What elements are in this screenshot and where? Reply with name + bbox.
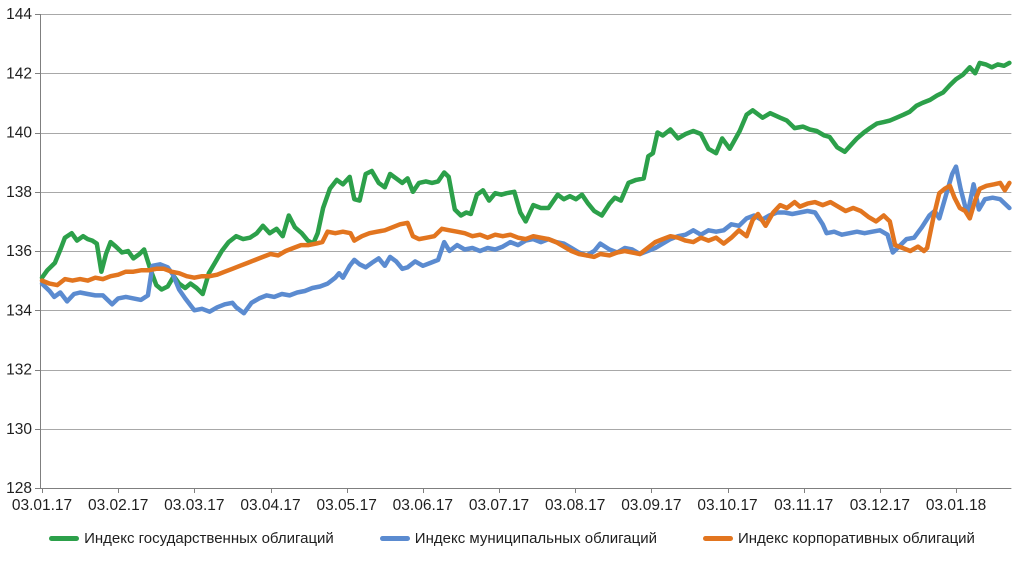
government-bonds-legend-marker-icon: [49, 536, 80, 541]
government-bonds-line: [39, 60, 1012, 297]
x-axis-tick-label: 03.06.17: [393, 497, 453, 514]
y-axis-tick-label: 130: [6, 421, 32, 438]
corporate-bonds-legend-marker-icon: [702, 536, 733, 541]
y-axis-tick-label: 132: [6, 362, 32, 379]
legend-item-corporate-bonds: Индекс корпоративных облигаций: [702, 530, 975, 547]
x-axis-tick-label: 03.01.17: [12, 497, 72, 514]
x-axis-tick-label: 03.09.17: [621, 497, 681, 514]
x-axis-tick-label: 03.10.17: [697, 497, 757, 514]
corporate-bonds-legend-label: Индекс корпоративных облигаций: [737, 530, 975, 547]
legend-item-municipal-bonds: Индекс муниципальных облигаций: [379, 530, 657, 547]
y-axis-tick-label: 128: [6, 480, 32, 497]
x-axis-tick-label: 03.05.17: [317, 497, 377, 514]
y-axis-tick-label: 142: [6, 65, 32, 82]
x-axis-tick-label: 03.02.17: [88, 497, 148, 514]
government-bonds-legend-label: Индекс государственных облигаций: [84, 530, 334, 547]
legend-item-government-bonds: Индекс государственных облигаций: [49, 530, 334, 547]
x-axis-tick-label: 03.07.17: [469, 497, 529, 514]
y-axis-tick-label: 134: [6, 302, 32, 319]
municipal-bonds-legend-label: Индекс муниципальных облигаций: [414, 530, 657, 547]
municipal-bonds-legend-marker-icon: [379, 536, 410, 541]
y-axis-tick-label: 138: [6, 184, 32, 201]
x-axis-tick-label: 03.03.17: [164, 497, 224, 514]
x-axis-tick-label: 03.04.17: [240, 497, 300, 514]
corporate-bonds-line: [39, 180, 1012, 288]
x-axis-tick-label: 03.08.17: [545, 497, 605, 514]
municipal-bonds-line: [39, 164, 1012, 316]
y-axis-tick-label: 140: [6, 125, 32, 142]
y-axis-tick-label: 144: [6, 6, 32, 23]
x-axis-tick-label: 03.01.18: [926, 497, 986, 514]
y-axis-tick-label: 136: [6, 243, 32, 260]
x-axis-tick-label: 03.11.17: [774, 497, 833, 514]
x-axis-tick-label: 03.12.17: [850, 497, 910, 514]
chart-legend: Индекс государственных облигаций Индекс …: [0, 530, 1024, 547]
